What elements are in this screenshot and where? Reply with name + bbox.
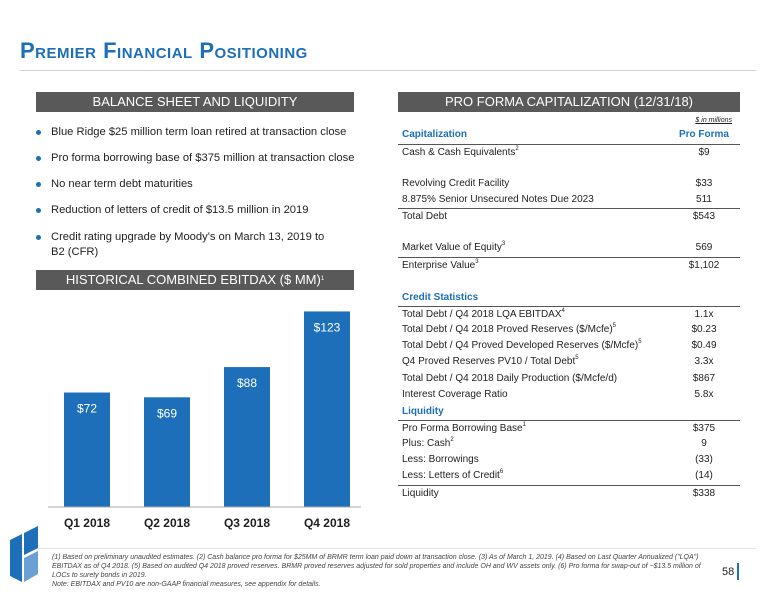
bullet-dot-icon xyxy=(36,208,41,213)
bullet-dot-icon xyxy=(36,156,41,161)
x-axis-tick-label: Q4 2018 xyxy=(304,516,350,530)
bullet-dot-icon xyxy=(36,182,41,187)
row-value: 9 xyxy=(701,438,707,449)
row-label: Liquidity xyxy=(402,488,439,499)
row-value: 511 xyxy=(696,194,712,205)
column-header-pro-forma: Pro Forma xyxy=(678,129,729,140)
row-value: $0.49 xyxy=(691,340,717,351)
row-value: (14) xyxy=(695,470,713,481)
bar-q1-2018 xyxy=(64,392,110,507)
footnote-ref: 5 xyxy=(612,323,616,329)
x-axis-tick-label: Q2 2018 xyxy=(144,516,190,530)
row-label: Enterprise Value3 xyxy=(402,259,479,271)
footnote: (1) Based on preliminary unaudited estim… xyxy=(52,554,701,588)
footnote-ref: 5 xyxy=(575,355,579,361)
bar-value-label: $72 xyxy=(77,402,97,416)
row-value: 3.3x xyxy=(694,356,714,367)
page-number-accent xyxy=(737,563,739,580)
row-label: Revolving Credit Facility xyxy=(402,178,510,189)
table-row: Total Debt / Q4 2018 Daily Production ($… xyxy=(398,371,740,386)
table-row: Plus: Cash2 9 xyxy=(398,436,740,451)
table-row: Total Debt / Q4 Proved Developed Reserve… xyxy=(398,338,740,353)
row-value: $0.23 xyxy=(691,324,717,335)
footnote-ref: 4 xyxy=(561,308,565,314)
table-row: Revolving Credit Facility $33 xyxy=(398,176,740,191)
bullet-item: Reduction of letters of credit of $13.5 … xyxy=(36,203,366,218)
bar-q2-2018 xyxy=(144,397,190,507)
bullet-item: No near term debt maturities xyxy=(36,177,366,192)
row-label: Q4 Proved Reserves PV10 / Total Debt5 xyxy=(402,355,579,367)
bullet-dot-icon xyxy=(36,130,41,135)
page-title: Premier Financial Positioning xyxy=(20,38,308,63)
table-row: Cash & Cash Equivalents2 $9 xyxy=(398,144,740,160)
ebitdax-header: HISTORICAL COMBINED EBITDAX ($ MM)1 xyxy=(36,270,354,290)
title-divider xyxy=(20,70,756,71)
footnote-ref: 2 xyxy=(450,437,454,443)
table-row: Total Debt / Q4 2018 LQA EBITDAX4 1.1x xyxy=(398,306,740,322)
balance-sheet-header: BALANCE SHEET AND LIQUIDITY xyxy=(36,92,354,112)
row-label: Plus: Cash2 xyxy=(402,437,454,449)
row-label: Total Debt / Q4 2018 Daily Production ($… xyxy=(402,373,618,384)
row-label: Total Debt xyxy=(402,211,448,222)
table-row: Enterprise Value3 $1,102 xyxy=(398,257,740,273)
table-row: Pro Forma Borrowing Base1 $375 xyxy=(398,420,740,436)
row-value: $33 xyxy=(695,178,713,189)
row-value: 569 xyxy=(695,242,713,253)
ebitdax-bar-chart: $72 Q1 2018 $69 Q2 2018 $88 Q3 2018 $123 Q4 201… xyxy=(48,311,361,530)
table-row: Less: Letters of Credit6 (14) xyxy=(398,468,740,483)
row-label: Less: Letters of Credit6 xyxy=(402,469,504,481)
row-label: Market Value of Equity3 xyxy=(402,241,506,253)
bar-q3-2018 xyxy=(224,367,270,507)
row-value: $375 xyxy=(692,423,716,434)
page-number: 58 xyxy=(722,566,735,578)
bar-q4-2018 xyxy=(304,311,350,507)
row-label: 8.875% Senior Unsecured Notes Due 2023 xyxy=(402,194,594,205)
bar-value-label: $88 xyxy=(237,376,257,390)
table-row: Q4 Proved Reserves PV10 / Total Debt5 3.3… xyxy=(398,354,740,369)
table-row: Less: Borrowings (33) xyxy=(398,452,740,467)
footer-divider xyxy=(20,548,756,549)
row-value: $543 xyxy=(692,211,716,222)
bullet-item: Pro forma borrowing base of $375 million… xyxy=(36,151,366,166)
company-logo-icon xyxy=(10,526,38,582)
row-label: Total Debt / Q4 2018 Proved Reserves ($/… xyxy=(402,323,616,335)
row-label: Interest Coverage Ratio xyxy=(402,389,508,400)
table-row: Total Debt / Q4 2018 Proved Reserves ($/… xyxy=(398,322,740,337)
row-value: $338 xyxy=(692,488,716,499)
column-header-capitalization: Capitalization xyxy=(402,129,468,140)
capitalization-header: PRO FORMA CAPITALIZATION (12/31/18) xyxy=(398,92,740,112)
bar-value-label: $69 xyxy=(157,406,177,420)
row-label: Less: Borrowings xyxy=(402,454,479,465)
x-axis-tick-label: Q3 2018 xyxy=(224,516,270,530)
row-value: 5.8x xyxy=(694,389,714,400)
credit-stats-title: Credit Statistics xyxy=(402,292,479,303)
row-label: Cash & Cash Equivalents2 xyxy=(402,146,519,158)
x-axis-tick-label: Q1 2018 xyxy=(64,516,110,530)
table-row: Interest Coverage Ratio 5.8x xyxy=(398,387,740,402)
footnote-ref: 3 xyxy=(475,259,479,265)
row-label: Total Debt / Q4 Proved Developed Reserve… xyxy=(402,339,642,351)
row-value: $9 xyxy=(698,147,710,158)
table-row: Liquidity $338 xyxy=(398,485,740,501)
row-label: Pro Forma Borrowing Base1 xyxy=(402,422,526,434)
liquidity-title: Liquidity xyxy=(402,406,444,417)
footnote-ref: 5 xyxy=(638,339,642,345)
row-value: (33) xyxy=(695,454,713,465)
table-row: 8.875% Senior Unsecured Notes Due 2023 51… xyxy=(398,192,740,207)
footnote-ref: 6 xyxy=(499,469,504,475)
row-value: $867 xyxy=(692,373,716,384)
row-label: Total Debt / Q4 2018 LQA EBITDAX4 xyxy=(402,308,565,320)
footnote-ref: 1 xyxy=(522,422,526,428)
row-value: 1.1x xyxy=(694,309,714,320)
footnote-ref: 2 xyxy=(515,146,519,152)
bullet-item: Credit rating upgrade by Moody's on Marc… xyxy=(36,230,336,260)
bullet-dot-icon xyxy=(36,235,41,240)
table-row: Total Debt $543 xyxy=(398,208,740,224)
row-value: $1,102 xyxy=(688,260,720,271)
footnote-ref: 3 xyxy=(501,241,506,247)
bar-value-label: $123 xyxy=(314,320,341,334)
table-row: Market Value of Equity3 569 xyxy=(398,240,740,255)
bullet-item: Blue Ridge $25 million term loan retired… xyxy=(36,125,366,140)
units-note: $ in millions xyxy=(695,117,732,124)
